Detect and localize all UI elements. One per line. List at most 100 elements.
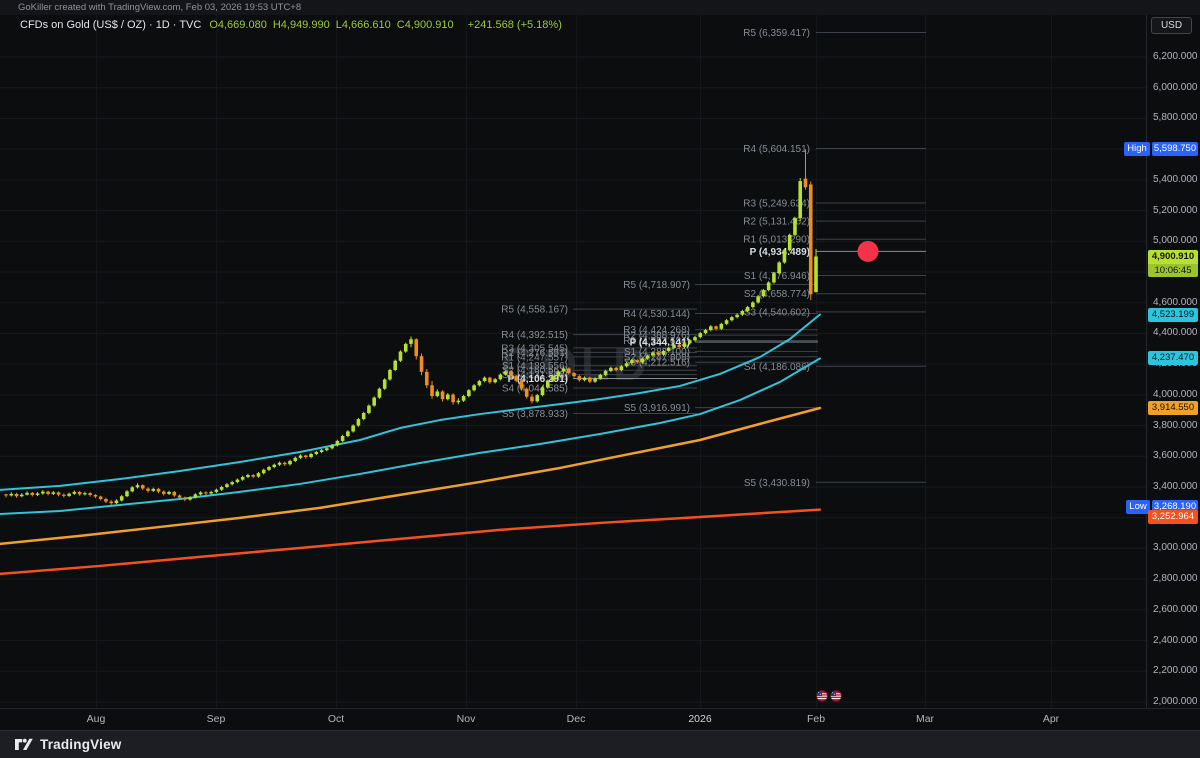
candle bbox=[72, 491, 77, 494]
candle bbox=[240, 477, 245, 480]
candle bbox=[293, 457, 298, 461]
pivot-label-february-s3: S3 (4,540.602) bbox=[744, 307, 810, 318]
tradingview-logo-icon[interactable] bbox=[14, 736, 33, 753]
price-tick-label: 4,400.000 bbox=[1153, 327, 1198, 339]
price-tick-label: 4,200.000 bbox=[1153, 358, 1198, 370]
price-tick-label: 3,400.000 bbox=[1153, 481, 1198, 492]
candle bbox=[41, 491, 45, 494]
candle bbox=[451, 394, 455, 403]
candle bbox=[382, 379, 387, 389]
candle bbox=[288, 460, 292, 465]
candle bbox=[393, 360, 398, 370]
candle bbox=[77, 491, 82, 495]
candle bbox=[325, 448, 329, 451]
candle bbox=[398, 351, 403, 361]
candle bbox=[519, 380, 524, 389]
candle bbox=[540, 387, 545, 396]
pivot-label-december-r2: R2 (4,276.551) bbox=[501, 348, 568, 359]
candle bbox=[503, 371, 508, 375]
candle bbox=[340, 436, 345, 441]
candle bbox=[104, 498, 108, 502]
candle bbox=[419, 356, 424, 372]
currency-unit-button[interactable]: USD bbox=[1151, 17, 1192, 34]
footer-bar: TradingView bbox=[0, 730, 1200, 758]
candle bbox=[135, 485, 140, 488]
pivot-label-december-s5: S5 (3,878.933) bbox=[502, 409, 568, 420]
candle bbox=[130, 487, 135, 492]
candle bbox=[761, 290, 766, 297]
red-dot-marker[interactable] bbox=[857, 240, 879, 262]
candle bbox=[514, 376, 518, 381]
candle bbox=[719, 323, 724, 329]
pivot-label-december-r1: R1 (4,247.557) bbox=[501, 352, 568, 363]
brand-name[interactable]: TradingView bbox=[40, 737, 122, 752]
pivot-label-december-r3: R3 (4,305.545) bbox=[501, 343, 568, 354]
pivot-label-january-s3: S3 (4,212.516) bbox=[624, 358, 690, 369]
price-tick-label: 5,800.000 bbox=[1153, 112, 1198, 124]
candle bbox=[603, 370, 608, 375]
candle bbox=[509, 371, 513, 377]
pivot-label-january-r5: R5 (4,718.907) bbox=[623, 280, 690, 291]
us-flag-event-icon[interactable] bbox=[830, 690, 842, 702]
candle bbox=[435, 391, 440, 397]
symbol-title[interactable]: CFDs on Gold (US$ / OZ) · 1D · TVC bbox=[20, 19, 202, 31]
candle bbox=[677, 344, 682, 347]
pivot-label-february-r4: R4 (5,604.151) bbox=[743, 144, 810, 155]
candle bbox=[372, 397, 376, 406]
pivot-label-december-r5: R5 (4,558.167) bbox=[501, 305, 568, 316]
ohlc-c-value: C4,900.910 bbox=[396, 19, 454, 31]
candle bbox=[524, 388, 529, 397]
candle bbox=[230, 482, 234, 485]
candle bbox=[477, 381, 482, 386]
price-tick-label: 5,200.000 bbox=[1153, 204, 1198, 216]
candle bbox=[698, 333, 703, 338]
candle bbox=[319, 450, 324, 452]
candle bbox=[488, 377, 492, 383]
candle bbox=[409, 339, 413, 344]
candle bbox=[67, 493, 71, 496]
candle bbox=[88, 493, 92, 495]
pivot-label-december-s3: S3 (4,131.568) bbox=[502, 370, 568, 381]
time-tick-label: 2026 bbox=[688, 713, 712, 725]
candle bbox=[361, 412, 366, 420]
candle bbox=[251, 475, 256, 477]
snapshot-info: GoKiller created with TradingView.com, F… bbox=[18, 2, 302, 13]
candle bbox=[167, 491, 171, 494]
candle bbox=[787, 234, 792, 251]
us-flag-event-icon[interactable] bbox=[816, 690, 828, 702]
candle bbox=[235, 479, 240, 483]
candle bbox=[687, 340, 692, 344]
time-tick-label: Nov bbox=[456, 713, 476, 725]
pivot-label-february-s2: S2 (4,658.774) bbox=[744, 289, 810, 300]
candle bbox=[740, 311, 745, 315]
pivot-label-february-r1: R1 (5,013.290) bbox=[743, 235, 810, 246]
candle bbox=[630, 360, 634, 364]
candle bbox=[703, 330, 708, 334]
candle bbox=[177, 495, 182, 498]
candle bbox=[777, 262, 781, 274]
candle bbox=[693, 337, 697, 341]
price-tick-label: 5,400.000 bbox=[1153, 173, 1198, 185]
pivot-label-december-s1: S1 (4,189.556) bbox=[502, 361, 568, 372]
time-tick-label: Apr bbox=[1042, 713, 1060, 725]
candle bbox=[624, 363, 629, 367]
candle bbox=[219, 487, 224, 490]
time-axis[interactable]: Aug Sep Oct Nov Dec 2026 Feb Mar Apr bbox=[0, 708, 1200, 730]
candle bbox=[751, 302, 755, 308]
candle bbox=[745, 307, 750, 312]
candle bbox=[30, 492, 35, 495]
fast-ma-cyan-line bbox=[0, 313, 821, 491]
candle bbox=[4, 494, 8, 496]
ohlc-values: O4,669.080 H4,949.990 L4,666.610 C4,900.910 bbox=[209, 19, 459, 31]
candle bbox=[98, 496, 103, 499]
pivot-label-january-r3: R3 (4,424.268) bbox=[623, 325, 690, 336]
chart-canvas[interactable]: GOLD R5 (4,558.167) R4 (4,392.515) R3 (4,30… bbox=[0, 14, 1146, 708]
price-axis[interactable]: 6,200.000 6,000.000 5,800.000 5,400.000 5,20… bbox=[1146, 14, 1200, 730]
candle bbox=[351, 425, 355, 432]
candle bbox=[388, 369, 392, 380]
candle bbox=[577, 376, 582, 381]
slowest-ma-red-line bbox=[0, 508, 822, 576]
price-tick-label: 2,400.000 bbox=[1153, 634, 1198, 646]
candle bbox=[619, 366, 624, 370]
candle bbox=[551, 376, 555, 381]
